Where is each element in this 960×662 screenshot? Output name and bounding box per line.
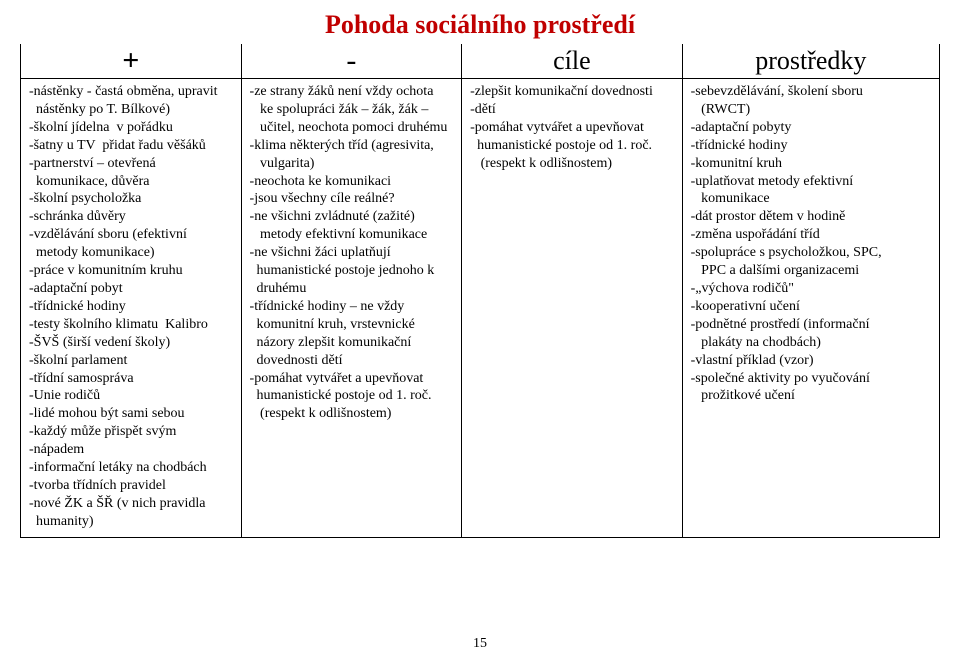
cell-means: -sebevzdělávání, školení sboru (RWCT) -a… <box>682 79 939 538</box>
cell-plus-text: -nástěnky - častá obměna, upravit nástěn… <box>29 83 233 531</box>
table-header-row: + - cíle prostředky <box>21 44 940 79</box>
document-page: Pohoda sociálního prostředí + - cíle pro… <box>0 0 960 662</box>
col-header-plus: + <box>21 44 242 79</box>
cell-goals: -zlepšit komunikační dovednosti -dětí -p… <box>462 79 683 538</box>
main-table: + - cíle prostředky -nástěnky - častá ob… <box>20 44 940 538</box>
col-header-minus: - <box>241 44 462 79</box>
col-header-means: prostředky <box>682 44 939 79</box>
cell-minus: -ze strany žáků není vždy ochota ke spol… <box>241 79 462 538</box>
cell-means-text: -sebevzdělávání, školení sboru (RWCT) -a… <box>691 83 931 405</box>
cell-goals-text: -zlepšit komunikační dovednosti -dětí -p… <box>470 83 674 173</box>
cell-minus-text: -ze strany žáků není vždy ochota ke spol… <box>250 83 454 423</box>
page-title: Pohoda sociálního prostředí <box>20 10 940 40</box>
col-header-goals: cíle <box>462 44 683 79</box>
table-row: -nástěnky - častá obměna, upravit nástěn… <box>21 79 940 538</box>
cell-plus: -nástěnky - častá obměna, upravit nástěn… <box>21 79 242 538</box>
page-number: 15 <box>0 636 960 652</box>
